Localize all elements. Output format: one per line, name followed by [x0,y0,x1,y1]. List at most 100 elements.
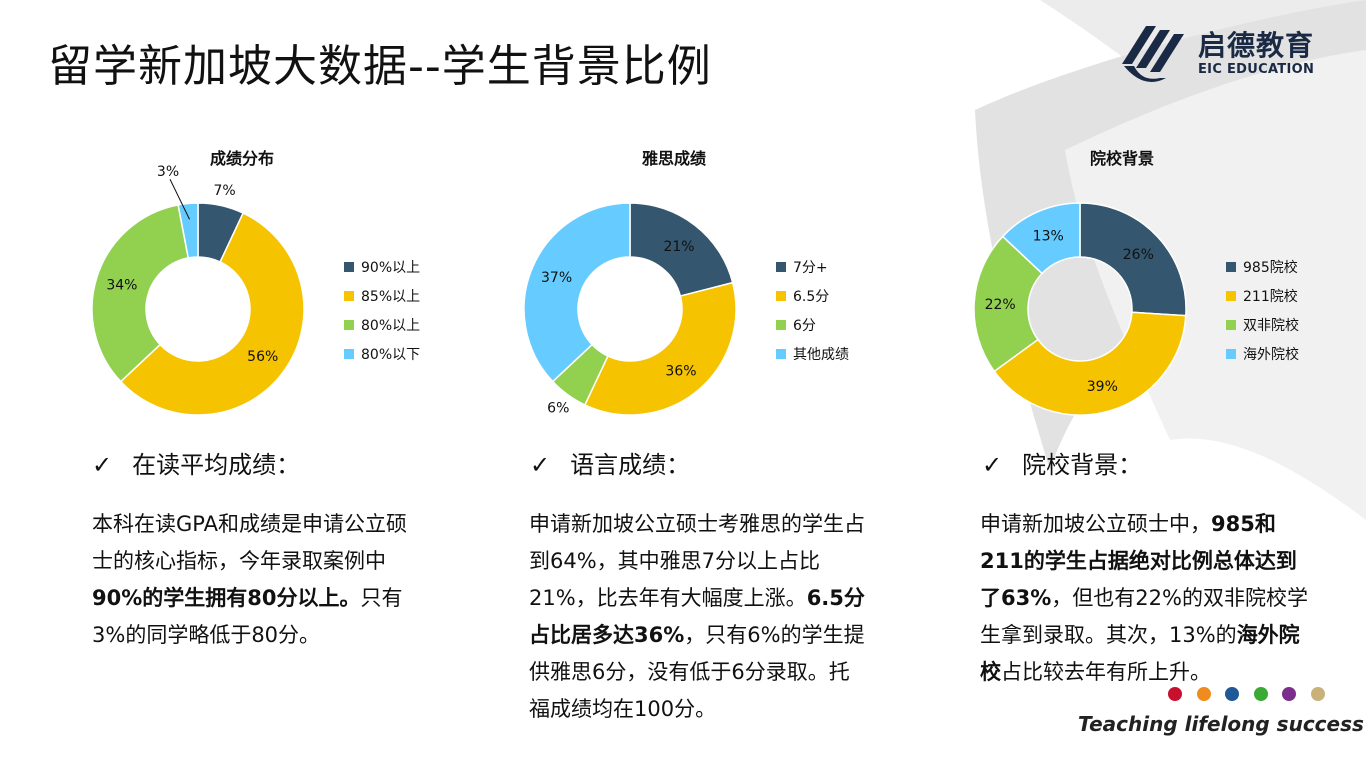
logo-chinese-text: 启德教育 [1198,29,1315,62]
legend-label: 85%以上 [361,288,421,305]
data-label: 56% [247,349,278,365]
text: ，但也有22%的双非院校学生拿到录取。其次，13%的 [980,586,1308,647]
legend-item: 其他成绩 [776,339,849,368]
eic-logo-icon [1122,26,1184,82]
legend-swatch [1226,261,1236,272]
legend-swatch [344,290,354,301]
brand-dot [1253,687,1268,701]
text: 只有3%的同学略低于80分。 [92,586,403,647]
slogan: Teaching lifelong success [1078,712,1364,736]
text: ，只有6%的学生提供雅思6分，没有低于6分录取。托福成绩均在100分。 [529,623,865,721]
brand-dot [1310,687,1325,701]
grade-distribution-chart: 成绩分布 7% 56% 34% 3% 90%以上 85%以上 80%以上 80%以下 [80,140,460,430]
school-description: 申请新加坡公立硕士中，985和211的学生占据绝对比例总体达到了63%，但也有2… [980,506,1310,691]
donut-slice [119,212,305,416]
donut-chart: 26% 39% 22% 13% [973,202,1187,416]
check-icon: ✓ [530,451,551,479]
text: 申请新加坡公立硕士考雅思的学生占到64%，其中雅思7分以上占比21%，比去年有大… [529,512,865,610]
data-label: 39% [1087,379,1118,395]
heading-text: 院校背景： [1022,451,1143,479]
legend-item: 6.5分 [776,281,849,310]
legend-swatch [1226,290,1236,301]
brand-dot [1225,687,1239,701]
data-label: 26% [1123,247,1154,263]
data-label: 34% [106,277,137,293]
section-heading-school: ✓ 院校背景： [982,445,1142,480]
data-label: 3% [157,164,179,180]
legend-label: 985院校 [1243,259,1298,276]
legend-item: 80%以下 [344,339,420,368]
legend-swatch [1226,348,1236,359]
language-description: 申请新加坡公立硕士考雅思的学生占到64%，其中雅思7分以上占比21%，比去年有大… [529,506,865,728]
brand-dot [1168,687,1182,701]
legend-label: 211院校 [1243,288,1298,305]
data-label: 37% [541,270,572,286]
legend-item: 80%以上 [344,310,420,339]
chart-title: 院校背景 [1090,149,1155,168]
donut-slice [177,202,199,259]
legend-item: 7分+ [776,252,849,281]
legend-swatch [776,261,786,272]
chart-legend: 7分+ 6.5分 6分其他成绩 [776,252,849,368]
heading-text: 语言成绩： [570,451,691,479]
chart-legend: 985院校 211院校双非院校海外院校 [1226,252,1299,368]
legend-label: 80%以下 [361,346,421,363]
legend-item: 90%以上 [344,252,420,281]
data-label: 22% [985,297,1016,313]
donut-slice [1001,202,1081,275]
data-label: 36% [665,364,696,380]
eic-logo: 启德教育 EIC EDUCATION [1120,24,1330,84]
donut-slice [993,311,1187,416]
school-background-chart: 院校背景 26% 39% 22% 13% 985院校 211院校双非院校海外院校 [962,140,1342,430]
legend-swatch [344,261,354,272]
legend-label: 80%以上 [361,317,421,334]
text: 占比较去年有所上升。 [1001,660,1211,684]
legend-label: 双非院校 [1243,317,1299,334]
check-icon: ✓ [982,451,1003,479]
legend-label: 其他成绩 [793,346,849,363]
legend-label: 7分+ [793,259,828,276]
heading-text: 在读平均成绩： [132,451,301,479]
legend-item: 85%以上 [344,281,420,310]
page-title: 留学新加坡大数据--学生背景比例 [48,41,712,92]
chart-title: 成绩分布 [210,149,275,168]
data-label: 6% [547,401,569,417]
chart-legend: 90%以上 85%以上 80%以上 80%以下 [344,252,420,368]
brand-dot [1282,687,1296,701]
grades-description: 本科在读GPA和成绩是申请公立硕士的核心指标，今年录取案例中 90%的学生拥有80… [92,506,414,654]
legend-swatch [344,348,354,359]
legend-label: 90%以上 [361,259,421,276]
logo-english-text: EIC EDUCATION [1198,62,1315,77]
brand-dot [1196,687,1211,701]
legend-label: 6分 [793,317,816,334]
chart-title: 雅思成绩 [642,149,707,168]
legend-item: 海外院校 [1226,339,1299,368]
donut-chart: 7% 56% 34% 3% [91,164,305,416]
legend-label: 6.5分 [793,288,830,305]
data-label: 13% [1033,229,1064,245]
bold-text: 6.5分占比居多达36% [529,586,865,647]
bold-text: 海外院校 [980,623,1300,684]
legend-item: 双非院校 [1226,310,1299,339]
donut-slice [523,202,631,383]
legend-swatch [1226,319,1236,330]
donut-slice [583,281,737,416]
text: 申请新加坡公立硕士中， [980,512,1211,536]
legend-swatch [776,290,786,301]
text: 本科在读GPA和成绩是申请公立硕士的核心指标，今年录取案例中 [92,512,407,573]
bold-text: 985和211的学生占据绝对比例总体达到了63% [980,512,1297,610]
section-heading-grades: ✓ 在读平均成绩： [92,445,300,480]
data-label: 7% [214,183,236,199]
label-leader-line [169,179,190,220]
brand-dots [1168,687,1339,701]
donut-chart: 21% 36% 6% 37% [523,202,737,417]
donut-slice [1079,202,1187,317]
legend-item: 211院校 [1226,281,1299,310]
check-icon: ✓ [92,451,113,479]
donut-slice [91,203,190,383]
data-label: 21% [663,239,694,255]
legend-label: 海外院校 [1243,346,1299,363]
legend-item: 6分 [776,310,849,339]
section-heading-language: ✓ 语言成绩： [530,445,690,480]
